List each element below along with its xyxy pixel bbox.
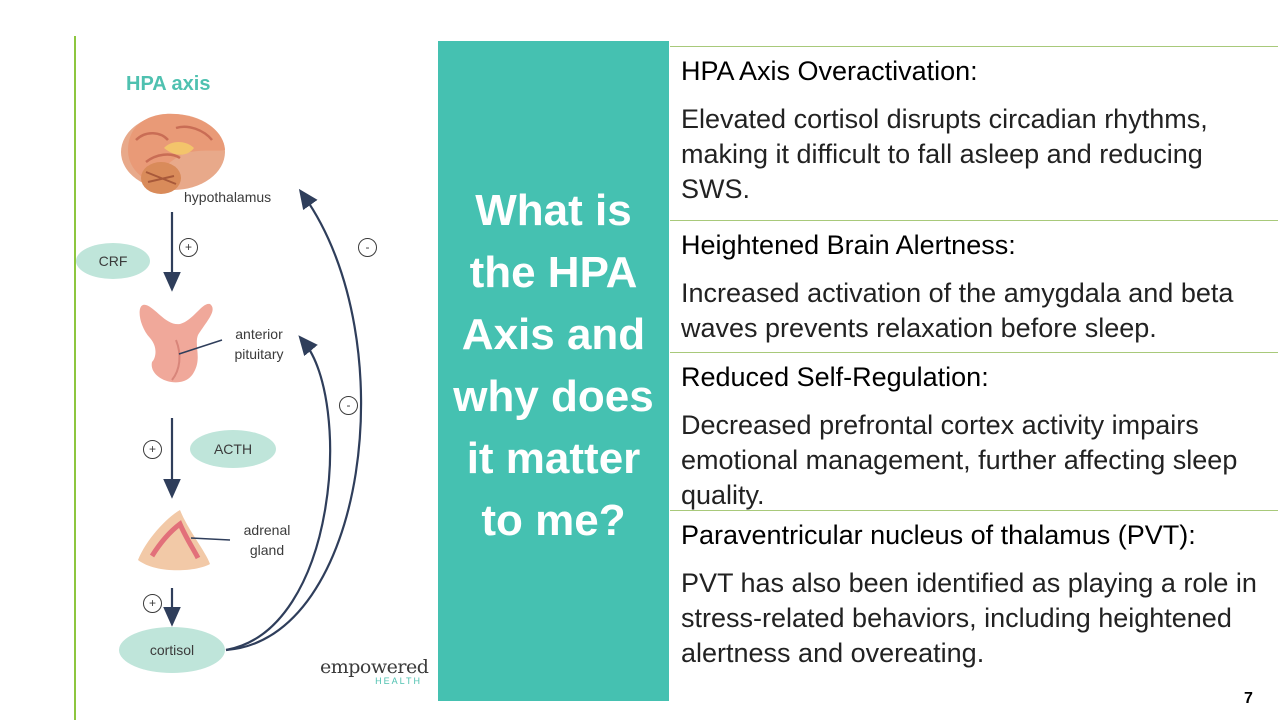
info-row: Reduced Self-Regulation: Decreased prefr… — [670, 352, 1278, 510]
row-heading: Paraventricular nucleus of thalamus (PVT… — [681, 520, 1196, 550]
minus-sign-pituitary: - — [339, 396, 358, 415]
pituitary-label-line2: pituitary — [234, 346, 284, 362]
row-body: Decreased prefrontal cortex activity imp… — [681, 410, 1238, 510]
adrenal-label-line1: adrenal — [243, 522, 291, 538]
diagram-title: HPA axis — [126, 73, 211, 95]
info-row: Paraventricular nucleus of thalamus (PVT… — [670, 510, 1278, 690]
info-row: HPA Axis Overactivation: Elevated cortis… — [670, 46, 1278, 220]
row-heading: Reduced Self-Regulation: — [681, 362, 989, 392]
hypothalamus-label: hypothalamus — [184, 189, 272, 205]
row-body: Increased activation of the amygdala and… — [681, 278, 1234, 343]
adrenal-gland-icon — [138, 510, 210, 571]
pituitary-label: anterior pituitary — [226, 324, 292, 364]
brain-icon — [121, 113, 225, 194]
row-body: PVT has also been identified as playing … — [681, 568, 1257, 668]
info-row: Heightened Brain Alertness: Increased ac… — [670, 220, 1278, 352]
row-heading: Heightened Brain Alertness: — [681, 230, 1016, 260]
brand-name: empowered — [320, 656, 429, 678]
minus-sign-hypothalamus: - — [358, 238, 377, 257]
page-number: 7 — [1244, 690, 1253, 707]
plus-sign-cortisol: + — [143, 594, 162, 613]
accent-line — [74, 36, 76, 720]
brand-logo: empowered HEALTH — [320, 656, 429, 686]
question-text: What is the HPA Axis and why does it mat… — [453, 186, 654, 545]
cortisol-pill: cortisol — [119, 627, 225, 673]
crf-pill: CRF — [76, 243, 150, 279]
plus-sign-acth: + — [143, 440, 162, 459]
info-rows: HPA Axis Overactivation: Elevated cortis… — [670, 46, 1278, 690]
adrenal-label-line2: gland — [249, 542, 285, 558]
brand-sub: HEALTH — [375, 676, 422, 686]
row-body: Elevated cortisol disrupts circadian rhy… — [681, 104, 1208, 204]
diagram-graphics — [121, 113, 363, 652]
pituitary-icon — [139, 303, 213, 383]
adrenal-label: adrenal gland — [236, 520, 298, 560]
pituitary-label-line1: anterior — [235, 326, 283, 342]
row-heading: HPA Axis Overactivation: — [681, 56, 978, 86]
hpa-diagram: HPA axis hypothalamus anterior pituitary… — [76, 40, 436, 710]
plus-sign-crf: + — [179, 238, 198, 257]
acth-pill: ACTH — [190, 430, 276, 468]
question-panel: What is the HPA Axis and why does it mat… — [438, 41, 669, 701]
